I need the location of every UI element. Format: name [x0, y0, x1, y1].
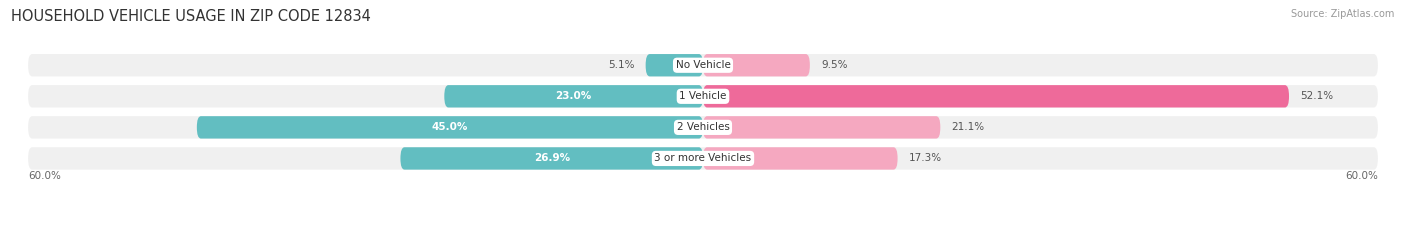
- Text: 9.5%: 9.5%: [821, 60, 848, 70]
- FancyBboxPatch shape: [28, 147, 1378, 170]
- Text: 52.1%: 52.1%: [1301, 91, 1333, 101]
- Text: 23.0%: 23.0%: [555, 91, 592, 101]
- FancyBboxPatch shape: [401, 147, 703, 170]
- FancyBboxPatch shape: [28, 54, 1378, 76]
- Text: 45.0%: 45.0%: [432, 122, 468, 132]
- Text: 17.3%: 17.3%: [908, 154, 942, 163]
- Text: 26.9%: 26.9%: [534, 154, 569, 163]
- Text: 21.1%: 21.1%: [952, 122, 984, 132]
- FancyBboxPatch shape: [444, 85, 703, 107]
- FancyBboxPatch shape: [703, 54, 810, 76]
- FancyBboxPatch shape: [703, 85, 1289, 107]
- Text: 2 Vehicles: 2 Vehicles: [676, 122, 730, 132]
- FancyBboxPatch shape: [645, 54, 703, 76]
- Text: 60.0%: 60.0%: [1346, 171, 1378, 182]
- Text: 5.1%: 5.1%: [607, 60, 634, 70]
- Text: Source: ZipAtlas.com: Source: ZipAtlas.com: [1291, 9, 1395, 19]
- Text: 60.0%: 60.0%: [28, 171, 60, 182]
- Text: 3 or more Vehicles: 3 or more Vehicles: [654, 154, 752, 163]
- FancyBboxPatch shape: [197, 116, 703, 139]
- FancyBboxPatch shape: [28, 85, 1378, 107]
- FancyBboxPatch shape: [28, 116, 1378, 139]
- Text: 1 Vehicle: 1 Vehicle: [679, 91, 727, 101]
- Text: HOUSEHOLD VEHICLE USAGE IN ZIP CODE 12834: HOUSEHOLD VEHICLE USAGE IN ZIP CODE 1283…: [11, 9, 371, 24]
- Text: No Vehicle: No Vehicle: [675, 60, 731, 70]
- FancyBboxPatch shape: [703, 147, 897, 170]
- FancyBboxPatch shape: [703, 116, 941, 139]
